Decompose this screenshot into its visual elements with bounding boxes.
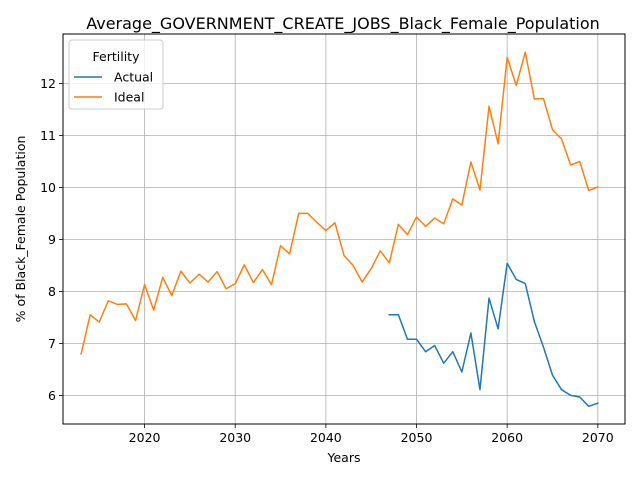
y-tick-label: 6 [48,388,56,403]
x-tick-label: 2030 [219,430,251,445]
chart-title: Average_GOVERNMENT_CREATE_JOBS_Black_Fem… [86,14,600,34]
x-tick-label: 2040 [310,430,342,445]
legend-items: Actual Ideal [74,70,153,105]
legend-box [68,39,164,110]
x-tick-label: 2060 [491,430,523,445]
x-tick-label: 2070 [582,430,614,445]
y-tick-label: 7 [48,336,56,351]
series-layer [80,51,599,408]
legend-label-ideal: Ideal [114,90,144,105]
x-tick-label: 2020 [129,430,161,445]
y-axis-title: % of Black_Female Population [13,136,28,323]
legend-label-actual: Actual [114,70,153,85]
plot-frame [62,33,626,425]
y-tick-label: 8 [48,284,56,299]
x-axis-title: Years [327,450,361,465]
series-line-ideal [80,51,599,355]
legend: Fertility Actual Ideal [68,39,164,110]
y-tick-label: 10 [40,180,56,195]
y-tick-label: 9 [48,232,56,247]
series-line-actual [388,262,599,408]
legend-title: Fertility [93,49,141,64]
y-tick-label: 12 [40,76,56,91]
ticks-layer: 2020 2030 2040 2050 2060 2070 6 7 8 9 10 11 12 [40,76,614,445]
x-tick-label: 2050 [401,430,433,445]
y-tick-label: 11 [40,128,56,143]
